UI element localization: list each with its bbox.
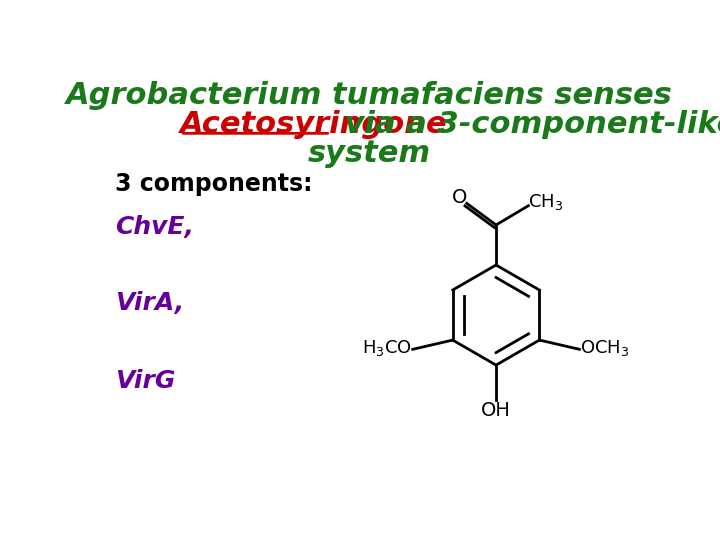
Text: via a 3-component-like: via a 3-component-like [334, 110, 720, 139]
Text: Agrobacterium tumafaciens senses: Agrobacterium tumafaciens senses [66, 81, 672, 110]
Text: 3 components:: 3 components: [115, 172, 312, 196]
Text: CH$_3$: CH$_3$ [528, 192, 563, 212]
Text: VirG: VirG [115, 368, 175, 393]
Text: OCH$_3$: OCH$_3$ [580, 338, 629, 358]
Text: OH: OH [481, 401, 511, 420]
Text: Acetosyringone: Acetosyringone [180, 110, 448, 139]
Text: ChvE,: ChvE, [115, 214, 194, 239]
Text: O: O [451, 188, 467, 207]
Text: H$_3$CO: H$_3$CO [362, 338, 413, 358]
Text: system: system [307, 139, 431, 168]
Text: VirA,: VirA, [115, 292, 184, 315]
